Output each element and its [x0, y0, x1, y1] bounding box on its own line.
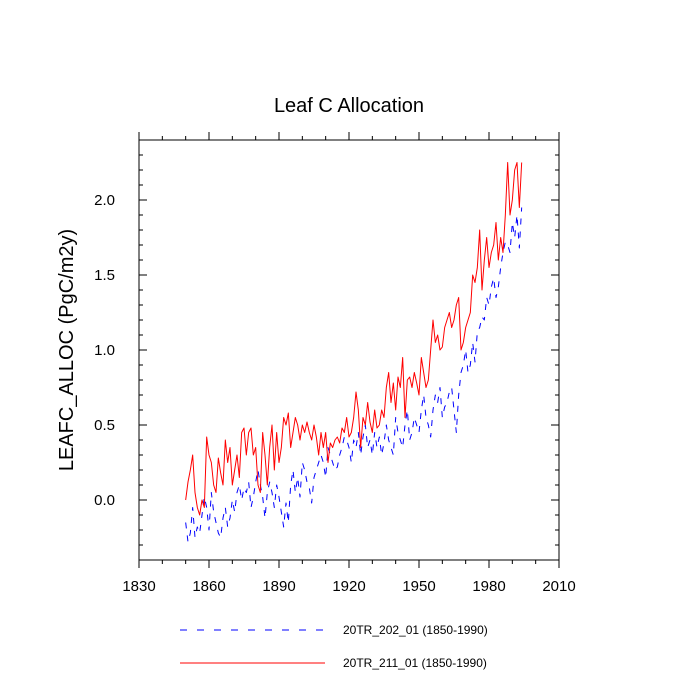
x-tick-label: 1860 [192, 578, 225, 595]
x-tick-label: 1920 [332, 578, 365, 595]
x-tick-label: 1830 [122, 578, 155, 595]
axis-tick-labels: 1830 1860 1890 1920 1950 1980 2010 0.0 0.5 1.0 1.5… [94, 192, 576, 595]
y-tick-label: 1.5 [94, 267, 115, 284]
series-layer [185, 162, 523, 543]
x-tick-label: 2010 [542, 578, 575, 595]
chart-title: Leaf C Allocation [274, 95, 424, 117]
series-line-2 [185, 162, 523, 516]
legend-label-1: 20TR_202_01 (1850-1990) [343, 623, 488, 637]
y-tick-label: 1.0 [94, 342, 115, 359]
legend-label-2: 20TR_211_01 (1850-1990) [343, 656, 487, 670]
y-tick-label: 0.5 [94, 417, 115, 434]
x-tick-label: 1980 [472, 578, 505, 595]
plot-frame [138, 139, 560, 561]
y-axis-label: LEAFC_ALLOC (PgC/m2y) [56, 229, 78, 471]
axis-ticks [138, 132, 560, 568]
y-tick-label: 0.0 [94, 492, 115, 509]
x-tick-label: 1890 [262, 578, 295, 595]
legend: 20TR_202_01 (1850-1990) 20TR_211_01 (1850… [180, 623, 488, 670]
y-tick-label: 2.0 [94, 192, 115, 209]
series-line-1 [185, 207, 523, 543]
x-tick-label: 1950 [402, 578, 435, 595]
